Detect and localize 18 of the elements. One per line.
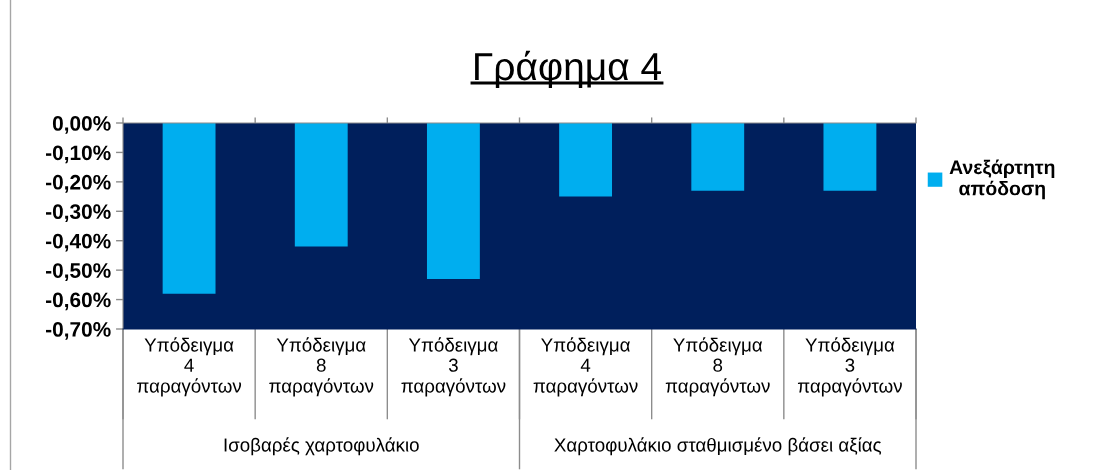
- text: Χαρτοφυλάκιο σταθμισμένο βάσει αξίας: [554, 437, 882, 456]
- legend-label: Ανεξάρτητη απόδοση: [949, 159, 1055, 200]
- y-tick-label: -0,20%: [46, 174, 111, 193]
- x-tick-label: Υπόδειγμα 3 παραγόντων: [401, 337, 506, 397]
- y-tick-label: 0,00%: [52, 116, 111, 134]
- x-tick-label: Υπόδειγμα 4 παραγόντων: [533, 337, 638, 397]
- y-tick-label: -0,40%: [46, 233, 111, 252]
- x-tick-label: Υπόδειγμα 4 παραγόντων: [137, 337, 242, 397]
- text: Ισοβαρές χαρτοφυλάκιο: [224, 437, 419, 456]
- y-tick-label: -0,50%: [46, 263, 111, 281]
- y-tick-label: -0,30%: [46, 204, 111, 223]
- x-tick-label: Υπόδειγμα 8 παραγόντων: [665, 337, 770, 397]
- y-tick-label: -0,10%: [46, 145, 111, 164]
- x-tick-label: Υπόδειγμα 8 παραγόντων: [269, 337, 374, 397]
- chart-title: Γράφημα 4: [475, 50, 661, 89]
- x-tick-label: Υπόδειγμα 3 παραγόντων: [797, 337, 902, 397]
- y-tick-label: -0,70%: [46, 322, 111, 340]
- y-tick-label: -0,60%: [46, 292, 111, 311]
